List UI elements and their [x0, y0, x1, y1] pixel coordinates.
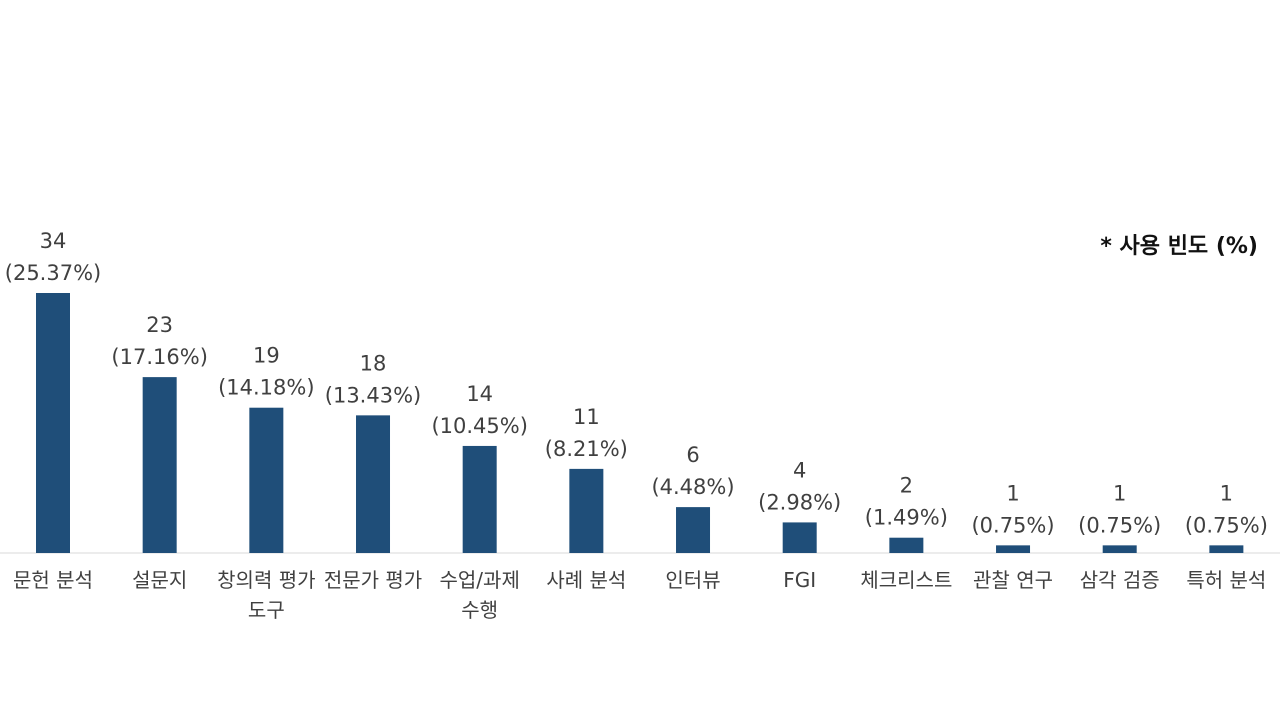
bar-value-label: 1: [1113, 481, 1126, 505]
bar-percent-label: (8.21%): [545, 437, 628, 461]
bar: [142, 377, 177, 553]
bar-value-label: 11: [573, 405, 600, 429]
bar-value-label: 18: [360, 351, 387, 375]
bar-value-label: 23: [146, 313, 173, 337]
bar-value-label: 14: [466, 382, 493, 406]
bar: [1102, 545, 1137, 553]
bar: [996, 545, 1031, 553]
bar-value-label: 1: [1220, 481, 1233, 505]
bar: [36, 293, 70, 553]
usage-frequency-note: * 사용 빈도 (%): [1100, 234, 1258, 259]
value-labels-group: 34 (25.37%) 23 (17.16%) 19 (14.18%) 18 (13.43%)…: [5, 229, 1268, 537]
x-tick-label: 수업/과제: [440, 568, 520, 592]
bar-percent-label: (17.16%): [111, 345, 207, 369]
bar-value-label: 6: [686, 443, 699, 467]
bar-percent-label: (0.75%): [1078, 513, 1161, 537]
bar-percent-label: (10.45%): [431, 414, 527, 438]
x-tick-label: 인터뷰: [665, 568, 720, 592]
x-tick-label: 삼각 검증: [1080, 568, 1160, 592]
x-tick-label: FGI: [783, 568, 816, 592]
x-tick-label: 전문가 평가: [324, 568, 422, 592]
bar-percent-label: (2.98%): [758, 490, 841, 514]
bar-value-label: 2: [900, 474, 913, 498]
x-tick-label: 창의력 평가: [217, 568, 315, 592]
bar-percent-label: (14.18%): [218, 376, 314, 400]
bar: [356, 415, 391, 553]
bar-value-label: 19: [253, 344, 280, 368]
x-tick-label: 관찰 연구: [973, 568, 1053, 592]
x-tick-label: 문헌 분석: [13, 568, 93, 592]
bar-value-label: 1: [1006, 481, 1019, 505]
bar: [1209, 545, 1244, 553]
bar: [889, 537, 924, 553]
bar-percent-label: (13.43%): [325, 383, 421, 407]
bar-percent-label: (0.75%): [971, 513, 1054, 537]
bar-percent-label: (1.49%): [865, 506, 948, 530]
bar: [249, 407, 284, 553]
x-tick-label: 수행: [461, 598, 498, 622]
bar: [462, 445, 497, 553]
x-tick-label: 체크리스트: [860, 568, 952, 592]
bar: [676, 507, 711, 553]
bars-group: [36, 293, 1244, 553]
bar-value-label: 4: [793, 458, 806, 482]
bar-percent-label: (0.75%): [1185, 513, 1268, 537]
bar-value-label: 34: [40, 229, 67, 253]
bar: [569, 468, 604, 553]
x-tick-label: 특허 분석: [1186, 568, 1266, 592]
x-tick-label: 사례 분석: [546, 568, 626, 592]
x-tick-label: 설문지: [132, 568, 187, 592]
bar-percent-label: (25.37%): [5, 261, 101, 285]
bar-percent-label: (4.48%): [651, 475, 734, 499]
bar: [782, 522, 817, 553]
x-tick-label: 도구: [248, 598, 285, 622]
